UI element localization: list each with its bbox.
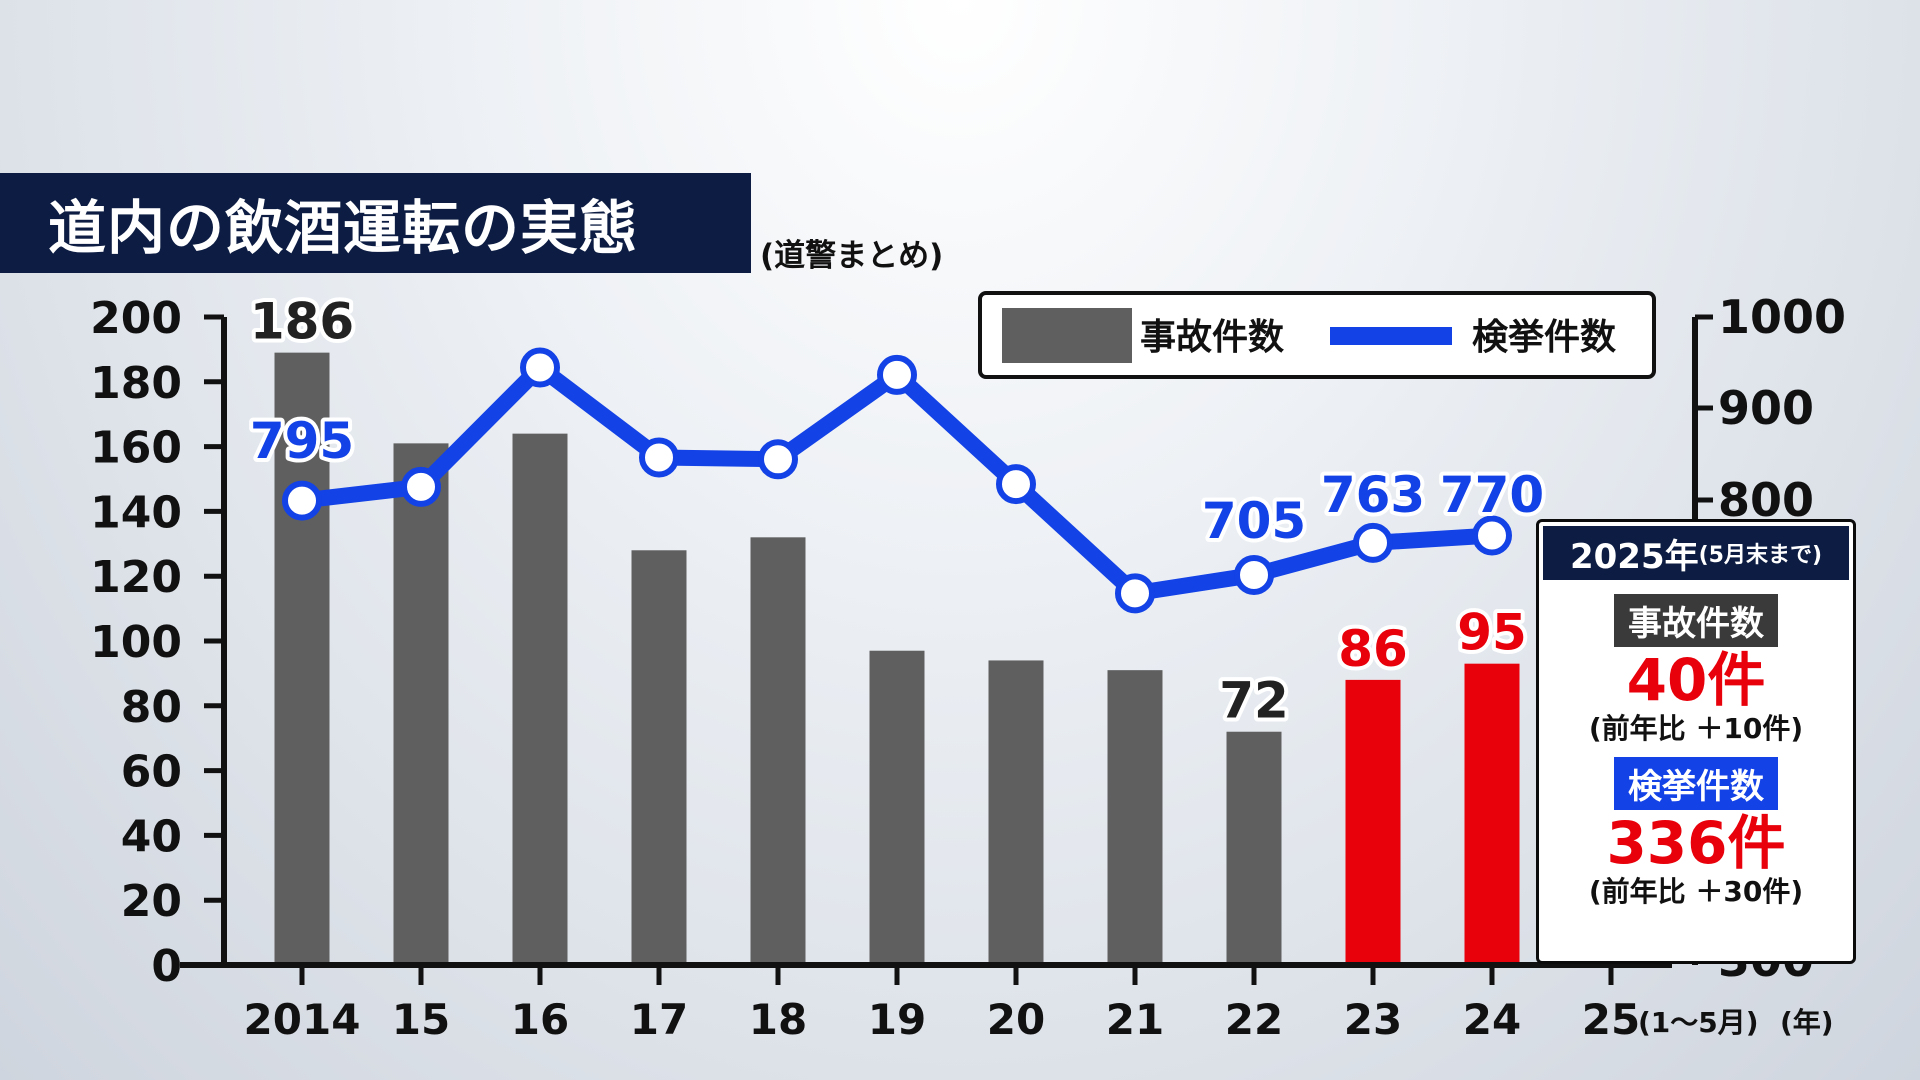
legend-label-arrests: 検挙件数	[1472, 317, 1616, 358]
x-axis-unit: (年)	[1780, 1006, 1834, 1039]
line-label-23: 763	[1321, 466, 1425, 524]
arrests-point-2014	[282, 480, 322, 521]
bar-label-22: 72	[1219, 672, 1289, 730]
summary-arrests-value: 336件	[1606, 809, 1786, 877]
bar-label-24: 95	[1457, 604, 1527, 662]
bar-20	[988, 660, 1044, 965]
bar-15	[393, 443, 449, 965]
title-banner: 道内の飲酒運転の実態	[0, 173, 751, 273]
summary-accidents-value: 40件	[1626, 646, 1766, 714]
legend-box	[978, 291, 1656, 379]
x-tick-label-2014: 2014	[244, 995, 361, 1044]
left-tick-label-20: 20	[121, 876, 182, 927]
x-tick-label-15: 15	[392, 995, 450, 1044]
arrests-point-22	[1234, 554, 1274, 595]
x-tick-label-23: 23	[1344, 995, 1402, 1044]
bar-16	[512, 433, 568, 965]
summary-box-2025: 2025年 (5月末まで) 事故件数 40件 (前年比 ＋10件) 検挙件数 33…	[1536, 519, 1856, 964]
left-tick-label-160: 160	[90, 423, 182, 474]
arrests-point-19	[877, 354, 917, 395]
summary-header: 2025年 (5月末まで)	[1543, 526, 1849, 580]
x-tick-label-19: 19	[868, 995, 926, 1044]
summary-accidents-label: 事故件数	[1614, 594, 1778, 647]
arrests-point-16	[520, 347, 560, 388]
bar-23	[1345, 679, 1401, 965]
bar-label-23: 86	[1338, 620, 1408, 678]
x-category-note: (1〜5月)	[1638, 1006, 1759, 1039]
arrests-point-17	[639, 437, 679, 478]
summary-arrests-label: 検挙件数	[1614, 757, 1778, 810]
x-tick-label-20: 20	[987, 995, 1045, 1044]
left-tick-label-40: 40	[121, 811, 182, 862]
line-label-24: 770	[1440, 466, 1544, 524]
left-tick-label-80: 80	[121, 682, 182, 733]
arrests-point-24	[1472, 515, 1512, 556]
line-label-2014: 795	[250, 412, 354, 470]
line-label-22: 705	[1202, 492, 1306, 550]
arrests-point-18	[758, 439, 798, 480]
bar-22	[1226, 731, 1282, 965]
x-tick-label-22: 22	[1225, 995, 1283, 1044]
bar-17	[631, 550, 687, 965]
left-tick-label-100: 100	[90, 617, 182, 668]
summary-accidents-change: (前年比 ＋10件)	[1588, 712, 1804, 745]
x-tick-label-24: 24	[1463, 995, 1521, 1044]
arrests-point-15	[401, 466, 441, 507]
left-tick-label-120: 120	[90, 552, 182, 603]
left-tick-label-200: 200	[90, 293, 182, 344]
legend-label-accidents: 事故件数	[1140, 317, 1284, 358]
arrests-point-20	[996, 464, 1036, 505]
left-tick-label-60: 60	[121, 747, 182, 798]
bar-18	[750, 537, 806, 965]
summary-year: 2025年	[1569, 536, 1699, 577]
x-tick-label-17: 17	[630, 995, 688, 1044]
bar-19	[869, 650, 925, 965]
x-tick-label-18: 18	[749, 995, 807, 1044]
left-tick-label-140: 140	[90, 487, 182, 538]
bar-24	[1464, 663, 1520, 965]
summary-arrests-change: (前年比 ＋30件)	[1588, 875, 1804, 908]
x-tick-label-25: 25	[1582, 995, 1640, 1044]
summary-period: (5月末まで)	[1698, 543, 1823, 568]
source-note: (道警まとめ)	[760, 238, 944, 274]
x-tick-label-16: 16	[511, 995, 569, 1044]
left-tick-label-180: 180	[90, 358, 182, 409]
right-tick-label-1000: 1000	[1718, 290, 1846, 344]
bar-21	[1107, 670, 1163, 965]
bar-2014	[274, 352, 330, 965]
right-tick-label-800: 800	[1718, 473, 1814, 527]
arrests-line	[294, 359, 1500, 602]
bar-label-2014: 186	[250, 293, 354, 351]
right-tick-label-900: 900	[1718, 381, 1814, 435]
x-tick-label-21: 21	[1106, 995, 1164, 1044]
legend-swatch-accidents	[1002, 308, 1132, 363]
page-title: 道内の飲酒運転の実態	[48, 194, 639, 262]
left-tick-label-0: 0	[151, 941, 182, 992]
arrests-point-21	[1115, 573, 1155, 614]
arrests-point-23	[1353, 522, 1393, 563]
